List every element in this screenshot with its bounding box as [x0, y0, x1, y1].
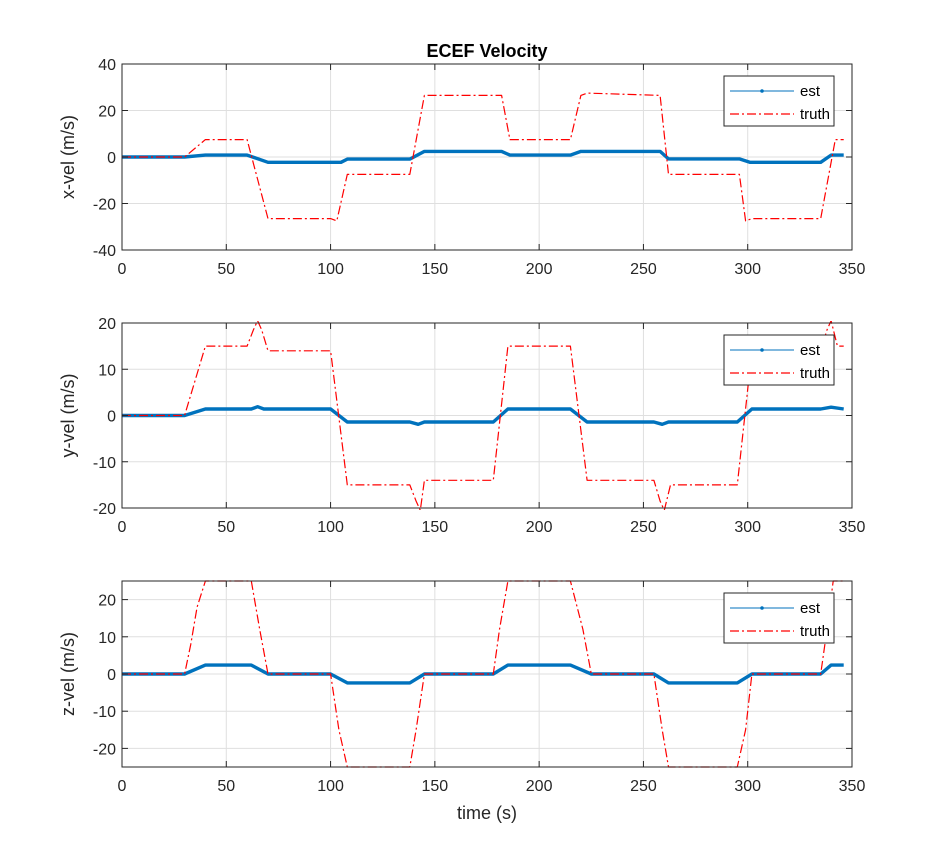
y-tick-label: 0 [107, 409, 116, 426]
x-tick-label: 350 [839, 778, 866, 795]
x-tick-label: 150 [422, 778, 449, 795]
legend: est truth [723, 334, 835, 386]
x-tick-label: 300 [734, 778, 761, 795]
y-tick-label: -20 [93, 197, 116, 214]
series-est-line [122, 663, 844, 685]
x-tick-label: 250 [630, 778, 657, 795]
x-tick-label: 50 [217, 261, 235, 278]
chart-title: ECEF Velocity [426, 41, 547, 61]
y-tick-label: 0 [107, 150, 116, 167]
x-tick-label: 150 [422, 261, 449, 278]
y-tick-label: -20 [93, 741, 116, 758]
x-tick-label: 100 [317, 778, 344, 795]
x-tick-label: 0 [118, 778, 127, 795]
y-tick-label: -10 [93, 704, 116, 721]
y-tick-label: 20 [98, 104, 116, 121]
legend-marker-est [760, 89, 764, 93]
y-tick-label: 20 [98, 316, 116, 333]
x-tick-label: 100 [317, 519, 344, 536]
legend-label-truth: truth [800, 365, 830, 382]
y-axis-label: z-vel (m/s) [58, 632, 78, 716]
legend: est truth [723, 75, 835, 127]
series-est-line [122, 405, 844, 426]
x-tick-label: 350 [839, 261, 866, 278]
x-tick-label: 350 [839, 519, 866, 536]
legend-label-truth: truth [800, 106, 830, 123]
x-tick-label: 250 [630, 261, 657, 278]
x-tick-label: 0 [118, 261, 127, 278]
subplot-2: 0 50 100 150 200 250 300 350 -20 -10 0 10 20 y-vel (m… [58, 316, 865, 536]
x-tick-label: 200 [526, 778, 553, 795]
legend-box [723, 75, 835, 127]
y-tick-label: 0 [107, 667, 116, 684]
legend-box [723, 334, 835, 386]
subplot-1: 0 50 100 150 200 250 300 350 -40 -20 0 20 40 x-vel (m… [58, 41, 865, 278]
x-tick-label: 250 [630, 519, 657, 536]
legend-label-est: est [800, 342, 821, 359]
legend-marker-est [760, 348, 764, 352]
x-tick-label: 100 [317, 261, 344, 278]
x-tick-label: 0 [118, 519, 127, 536]
y-tick-label: -40 [93, 243, 116, 260]
x-tick-label: 300 [734, 261, 761, 278]
x-tick-label: 50 [217, 778, 235, 795]
series-truth-line [122, 580, 844, 768]
legend: est truth [723, 592, 835, 644]
x-tick-label: 300 [734, 519, 761, 536]
legend-label-truth: truth [800, 623, 830, 640]
subplot-3: 0 50 100 150 200 250 300 350 -20 -10 0 10 20 z-vel (m… [58, 580, 866, 823]
series-truth-line [122, 92, 844, 222]
y-tick-label: 20 [98, 593, 116, 610]
x-axis-label: time (s) [457, 803, 517, 823]
y-tick-label: -10 [93, 455, 116, 472]
y-axis-label: x-vel (m/s) [58, 115, 78, 199]
x-tick-label: 200 [526, 261, 553, 278]
series-est-line [122, 149, 844, 165]
y-tick-label: 10 [98, 362, 116, 379]
legend-marker-est [760, 606, 764, 610]
x-tick-label: 150 [422, 519, 449, 536]
legend-label-est: est [800, 83, 821, 100]
legend-box [723, 592, 835, 644]
y-tick-label: 10 [98, 630, 116, 647]
y-tick-label: 40 [98, 57, 116, 74]
y-axis-label: y-vel (m/s) [58, 374, 78, 458]
y-tick-label: -20 [93, 501, 116, 518]
x-tick-label: 50 [217, 519, 235, 536]
legend-label-est: est [800, 600, 821, 617]
x-tick-label: 200 [526, 519, 553, 536]
